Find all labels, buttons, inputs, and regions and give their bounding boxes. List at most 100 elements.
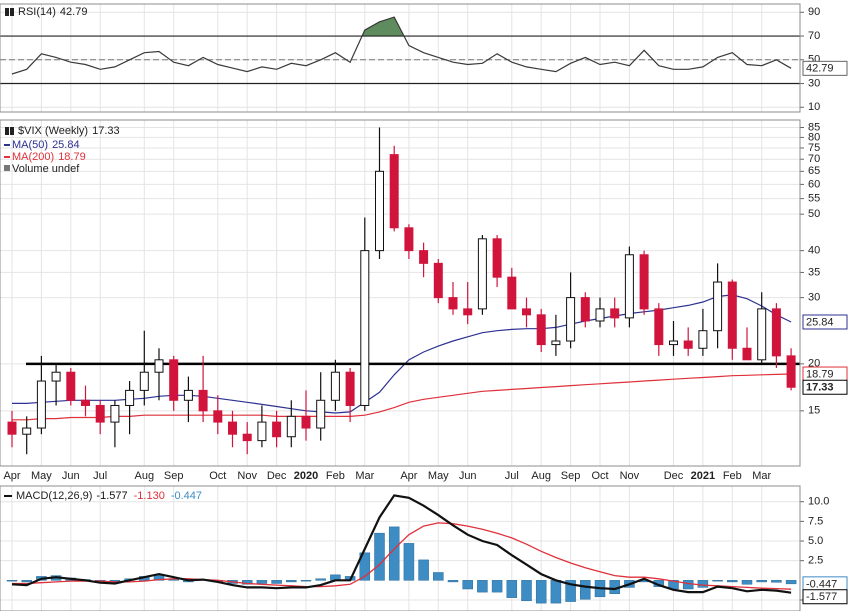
candle-body — [522, 308, 531, 316]
legend-value: 17.33 — [92, 125, 120, 137]
candle-body — [727, 281, 737, 349]
macd-histogram-bar — [741, 580, 753, 585]
candle-body — [7, 421, 17, 435]
value-box-label: -1.577 — [806, 591, 837, 603]
candle-body — [242, 433, 252, 442]
macd-histogram-bar — [521, 580, 532, 602]
legend-icon — [10, 127, 14, 135]
x-tick-label: Jun — [62, 470, 80, 482]
candle-body — [81, 399, 90, 406]
macd-histogram-bar — [315, 578, 326, 581]
mark-layer — [0, 16, 800, 604]
y-tick-label: 35 — [808, 266, 820, 278]
candle-body — [330, 371, 340, 401]
panel-frame — [0, 119, 801, 467]
candle-body — [95, 404, 105, 423]
value-box-label: 18.79 — [806, 368, 834, 380]
x-tick-label: Dec — [664, 470, 684, 482]
legend-value: -1.130 — [134, 490, 165, 502]
legend-entry: Volume undef — [12, 163, 80, 175]
y-tick-label: 30 — [808, 292, 820, 304]
legend-name: MA(200) — [12, 151, 54, 163]
candle-body — [301, 415, 311, 429]
candle-body — [66, 371, 76, 401]
candle-body — [154, 359, 164, 373]
x-tick-label: Aug — [135, 470, 155, 482]
value-box — [802, 60, 848, 76]
candle-body — [198, 389, 208, 412]
rsi-overbought-area — [362, 17, 405, 37]
x-tick-label: Jul — [93, 470, 107, 482]
candle-body — [698, 330, 708, 349]
y-tick-label: 2.5 — [808, 555, 823, 567]
x-tick-label: Apr — [3, 470, 20, 482]
candle-body — [713, 281, 723, 332]
candle-body — [433, 262, 443, 299]
candle-body — [595, 308, 605, 322]
legend-entry: MA(200) 18.79 — [12, 151, 86, 163]
candle-body — [566, 297, 576, 342]
x-tick-label: Nov — [237, 470, 257, 482]
candle-body — [316, 399, 326, 429]
legend-value: 18.79 — [58, 151, 86, 163]
value-box-label: 25.84 — [806, 316, 834, 328]
legend-name: $VIX (Weekly) — [18, 125, 88, 137]
x-tick-label: Dec — [267, 470, 287, 482]
macd-histogram-bar — [271, 580, 282, 584]
y-tick-label: 5.0 — [808, 535, 823, 547]
legend-value: 42.79 — [60, 6, 88, 18]
x-tick-label: Feb — [326, 470, 345, 482]
macd-histogram-bar — [403, 543, 415, 581]
macd-histogram-bar — [374, 532, 385, 581]
value-box — [802, 589, 848, 605]
macd-histogram-bar — [756, 580, 767, 583]
macd-histogram-bar — [535, 580, 547, 604]
macd-histogram-bar — [21, 580, 32, 583]
y-tick-label: 70 — [808, 30, 820, 42]
candle-body — [125, 389, 135, 406]
y-tick-label: 15 — [808, 405, 820, 417]
candle-body — [536, 314, 546, 346]
x-tick-label: Sep — [561, 470, 581, 482]
label-layer: Apr May Jun Jul Aug Sep Oct Nov Dec 2020 Feb Mar Apr… — [0, 3, 848, 611]
candle-body — [580, 297, 590, 322]
macd-line — [11, 494, 792, 594]
x-tick-label: Mar — [355, 470, 374, 482]
x-tick-label: Jul — [505, 470, 519, 482]
candle-body — [169, 359, 179, 401]
legend-entry: $VIX (Weekly) 17.33 — [18, 125, 120, 137]
value-box-label: 42.79 — [806, 63, 834, 75]
legend-icon — [5, 8, 9, 16]
x-tick-label: 2020 — [294, 470, 318, 482]
y-tick-label: 65 — [808, 165, 820, 177]
y-tick-label: 55 — [808, 193, 820, 205]
candle-body — [477, 238, 487, 310]
legend-entry: RSI(14) 42.79 — [18, 6, 87, 18]
rsi-line — [11, 16, 792, 75]
candle-body — [771, 308, 781, 357]
x-tick-label: Sep — [164, 470, 184, 482]
candle-body — [110, 404, 120, 423]
y-tick-label: 10.0 — [808, 496, 829, 508]
candle-body — [448, 297, 458, 310]
y-tick-label: 90 — [808, 6, 820, 18]
macd-histogram-bar — [785, 580, 797, 585]
macd-histogram-bar — [462, 580, 473, 590]
candle-body — [286, 415, 296, 438]
macd-histogram-bar — [477, 580, 488, 593]
y-tick-label: 85 — [808, 121, 820, 133]
x-tick-label: Mar — [752, 470, 771, 482]
macd-histogram-bar — [433, 572, 444, 581]
macd-histogram-bar — [491, 580, 503, 593]
candle-body — [51, 371, 61, 382]
macd-signal-line — [12, 522, 792, 590]
macd-histogram-bar — [771, 580, 782, 583]
candle-body — [624, 254, 634, 319]
candle-body — [463, 308, 473, 316]
candle-body — [683, 340, 693, 349]
macd-histogram-bar — [388, 526, 400, 581]
macd-histogram-bar — [300, 580, 312, 582]
candle-body — [22, 427, 32, 435]
candle-body — [757, 308, 767, 361]
candle-body — [669, 340, 678, 346]
